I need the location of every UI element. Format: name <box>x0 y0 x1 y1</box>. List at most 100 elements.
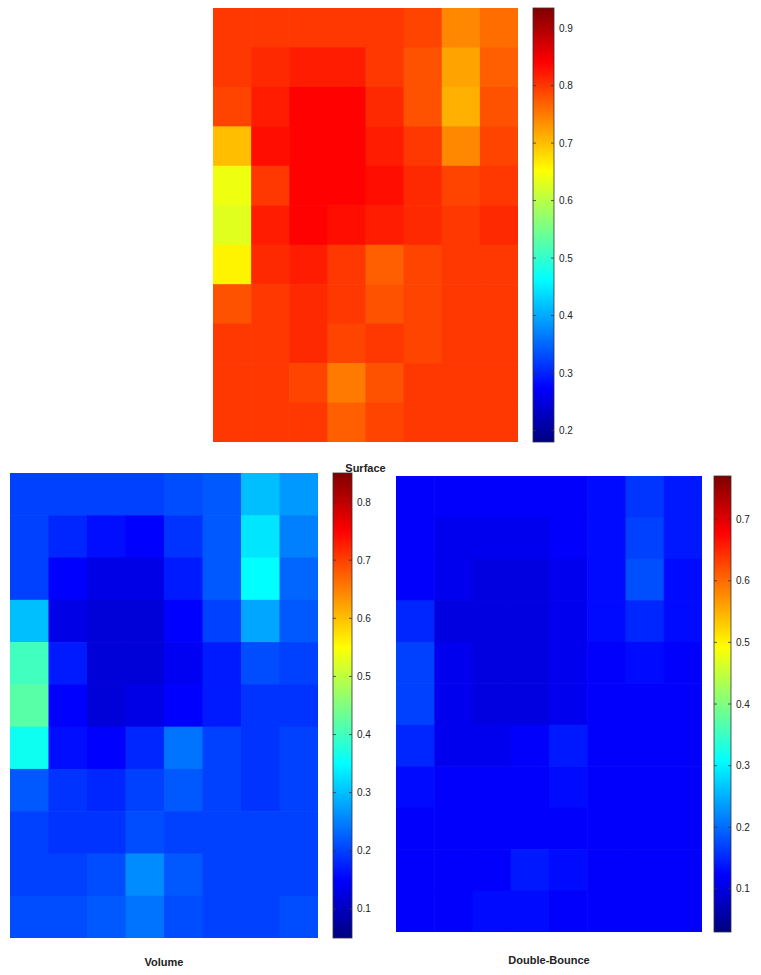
tick-label: 0.6 <box>357 613 371 624</box>
cell <box>404 324 443 364</box>
cell <box>664 766 702 808</box>
cell <box>396 766 435 808</box>
cell <box>280 642 319 685</box>
tick <box>349 792 352 793</box>
cell <box>126 600 165 643</box>
tick <box>714 888 717 889</box>
cell <box>10 642 49 685</box>
cell <box>164 769 203 812</box>
cell <box>280 727 319 770</box>
cell <box>404 245 443 285</box>
figure: 0.20.30.40.50.60.70.80.9Surface0.10.20.3… <box>0 0 761 975</box>
cell <box>251 363 290 403</box>
cell <box>587 559 626 601</box>
cell <box>549 517 588 559</box>
cell <box>289 403 328 442</box>
cell <box>87 727 126 770</box>
cell <box>480 126 518 166</box>
cell <box>511 849 550 891</box>
cell <box>396 725 435 767</box>
cell <box>126 642 165 685</box>
cell <box>587 849 626 891</box>
cell <box>480 324 518 364</box>
tick-label: 0.7 <box>736 514 750 525</box>
cell <box>404 87 443 127</box>
cell <box>241 896 280 938</box>
cell <box>480 245 518 285</box>
cell <box>664 725 702 767</box>
cell <box>10 896 49 938</box>
cell <box>87 515 126 558</box>
cell <box>213 87 252 127</box>
cell <box>280 896 319 938</box>
cell <box>626 766 665 808</box>
tick <box>728 888 731 889</box>
cell <box>480 8 518 48</box>
cell <box>327 87 366 127</box>
cell <box>626 808 665 850</box>
cell <box>511 517 550 559</box>
cell <box>549 891 588 932</box>
cell <box>327 8 366 48</box>
cell <box>126 684 165 727</box>
cell <box>549 476 588 518</box>
cell <box>404 8 443 48</box>
cell <box>10 684 49 727</box>
cell <box>203 727 242 770</box>
tick <box>714 580 717 581</box>
cell <box>126 515 165 558</box>
tick-label: 0.2 <box>736 822 750 833</box>
panel-title: Volume <box>145 956 184 968</box>
cell <box>241 811 280 854</box>
cell <box>626 559 665 601</box>
cell <box>49 684 88 727</box>
cell <box>251 245 290 285</box>
cell <box>442 245 481 285</box>
cell <box>203 515 242 558</box>
cell <box>241 558 280 601</box>
cell <box>241 727 280 770</box>
cell <box>251 324 290 364</box>
cell <box>366 8 405 48</box>
cell <box>404 166 443 206</box>
cell <box>626 642 665 684</box>
cell <box>434 517 473 559</box>
tick-label: 0.8 <box>357 497 371 508</box>
cell <box>10 473 49 516</box>
cell <box>396 517 435 559</box>
tick <box>349 618 352 619</box>
cell <box>549 683 588 725</box>
cell <box>511 642 550 684</box>
tick <box>533 200 536 201</box>
cell <box>49 853 88 896</box>
cell <box>480 403 518 442</box>
cell <box>126 811 165 854</box>
tick <box>333 850 336 851</box>
tick <box>349 850 352 851</box>
cell <box>549 808 588 850</box>
cell <box>203 642 242 685</box>
cell <box>587 683 626 725</box>
cell <box>473 725 512 767</box>
cell <box>289 324 328 364</box>
cell <box>213 8 252 48</box>
cell <box>511 559 550 601</box>
cell <box>87 853 126 896</box>
cell <box>511 683 550 725</box>
cell <box>473 559 512 601</box>
cell <box>366 284 405 324</box>
cell <box>213 47 252 87</box>
cell <box>251 403 290 442</box>
cell <box>241 515 280 558</box>
cell <box>480 205 518 245</box>
tick <box>714 519 717 520</box>
cell <box>289 284 328 324</box>
tick <box>333 908 336 909</box>
cell <box>213 245 252 285</box>
cell <box>587 476 626 518</box>
cell <box>49 515 88 558</box>
cell <box>49 769 88 812</box>
cell <box>664 849 702 891</box>
cell <box>241 642 280 685</box>
cell <box>549 849 588 891</box>
